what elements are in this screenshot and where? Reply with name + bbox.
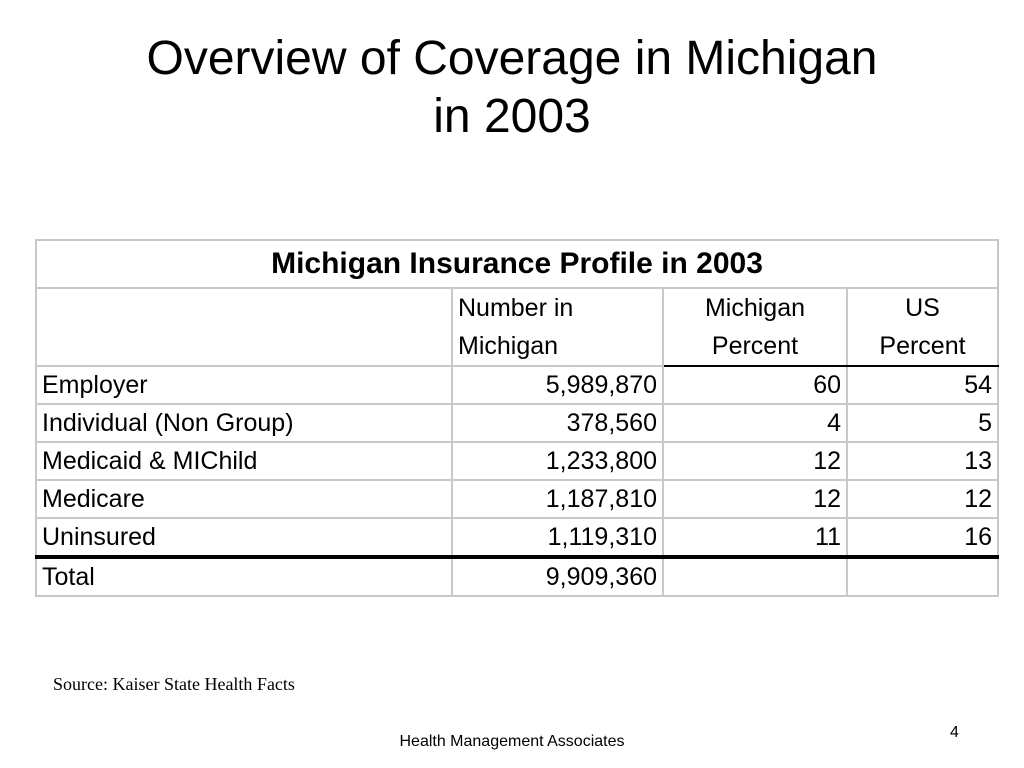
- cell-number: 1,233,800: [451, 441, 664, 481]
- title-line-2: in 2003: [433, 90, 591, 143]
- row-label: Individual (Non Group): [35, 403, 453, 443]
- title-line-1: Overview of Coverage in Michigan: [146, 32, 878, 85]
- total-row: Total 9,909,360: [35, 555, 999, 597]
- table-row: Medicare 1,187,810 12 12: [35, 479, 999, 519]
- row-label: Medicaid & MIChild: [35, 441, 453, 481]
- cell-mi-percent: 11: [662, 517, 848, 558]
- cell-number: 9,909,360: [451, 555, 664, 597]
- cell-number: 5,989,870: [451, 365, 664, 405]
- row-label: Uninsured: [35, 517, 453, 558]
- cell-us-percent: [846, 555, 999, 597]
- cell-mi-percent: 12: [662, 479, 848, 519]
- cell-us-percent: 12: [846, 479, 999, 519]
- cell-us-percent: 5: [846, 403, 999, 443]
- table-row: Employer 5,989,870 60 54: [35, 365, 999, 405]
- header-michigan-percent: Michigan Percent: [662, 287, 848, 367]
- cell-mi-percent: 4: [662, 403, 848, 443]
- row-label: Medicare: [35, 479, 453, 519]
- page-number: 4: [950, 724, 959, 741]
- cell-number: 1,187,810: [451, 479, 664, 519]
- cell-mi-percent: [662, 555, 848, 597]
- table-row: Individual (Non Group) 378,560 4 5: [35, 403, 999, 443]
- footer-text: Health Management Associates: [399, 733, 625, 750]
- cell-mi-percent: 12: [662, 441, 848, 481]
- header-number-in-michigan: Number in Michigan: [451, 287, 664, 367]
- row-label: Total: [35, 555, 453, 597]
- cell-us-percent: 16: [846, 517, 999, 558]
- slide-title: Overview of Coverage in Michigan in 2003: [0, 30, 1024, 146]
- cell-us-percent: 54: [846, 365, 999, 405]
- header-row: Number in Michigan Michigan Percent US Perc…: [35, 287, 999, 367]
- header-us-percent: US Percent: [846, 287, 999, 367]
- source-note: Source: Kaiser State Health Facts: [53, 674, 295, 694]
- row-label: Employer: [35, 365, 453, 405]
- table-caption: Michigan Insurance Profile in 2003: [35, 239, 999, 289]
- header-blank: [35, 287, 453, 367]
- cell-us-percent: 13: [846, 441, 999, 481]
- cell-mi-percent: 60: [662, 365, 848, 405]
- table-row: Uninsured 1,119,310 11 16: [35, 517, 999, 558]
- insurance-profile-table: Michigan Insurance Profile in 2003 Numbe…: [35, 239, 999, 597]
- cell-number: 1,119,310: [451, 517, 664, 558]
- table-row: Medicaid & MIChild 1,233,800 12 13: [35, 441, 999, 481]
- cell-number: 378,560: [451, 403, 664, 443]
